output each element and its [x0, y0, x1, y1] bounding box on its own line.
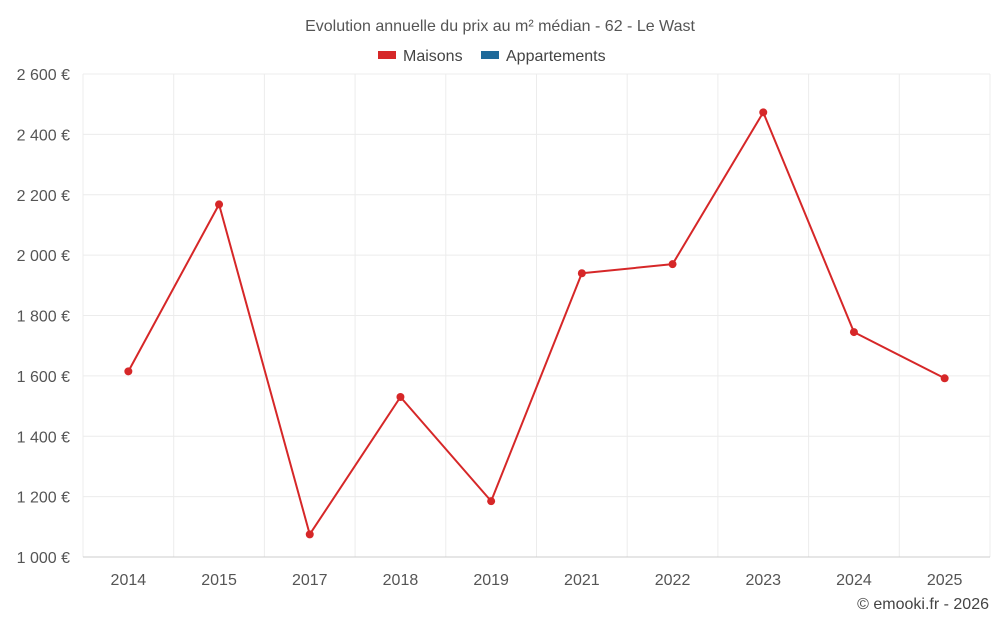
legend: Maisons Appartements [378, 48, 606, 65]
y-tick-label: 1 400 € [17, 429, 70, 446]
data-point[interactable] [487, 497, 496, 506]
x-tick-label: 2018 [383, 572, 419, 589]
x-axis-tick-labels: 2014 2015 2017 2018 2019 2021 2022 2023 2024 2025 [111, 572, 963, 589]
data-point[interactable] [759, 108, 768, 117]
y-axis-tick-labels: 1 000 € 1 200 € 1 400 € 1 600 € 1 800 € 2 000… [17, 67, 70, 567]
y-tick-label: 1 600 € [17, 369, 70, 386]
data-point[interactable] [396, 393, 405, 402]
legend-item-appartements[interactable]: Appartements [481, 48, 606, 65]
x-tick-label: 2014 [111, 572, 147, 589]
series-line-maisons [127, 111, 946, 536]
data-point[interactable] [215, 200, 224, 209]
series-layer [124, 108, 949, 539]
x-tick-label: 2022 [655, 572, 691, 589]
chart-title: Evolution annuelle du prix au m² médian … [305, 18, 695, 35]
y-tick-label: 1 200 € [17, 490, 70, 507]
vertical-gridlines [82, 74, 991, 557]
y-tick-label: 1 800 € [17, 309, 70, 326]
legend-label-appartements: Appartements [506, 48, 606, 65]
y-tick-label: 2 400 € [17, 127, 70, 144]
legend-swatch-maisons [378, 51, 396, 59]
x-tick-label: 2024 [836, 572, 872, 589]
y-tick-label: 2 000 € [17, 248, 70, 265]
data-point[interactable] [124, 367, 133, 376]
data-point[interactable] [305, 530, 314, 539]
y-tick-label: 1 000 € [17, 550, 70, 567]
x-tick-label: 2025 [927, 572, 963, 589]
y-tick-label: 2 600 € [17, 67, 70, 84]
x-tick-label: 2015 [201, 572, 237, 589]
x-tick-label: 2017 [292, 572, 328, 589]
y-tick-label: 2 200 € [17, 188, 70, 205]
legend-swatch-appartements [481, 51, 499, 59]
x-tick-label: 2023 [745, 572, 781, 589]
legend-label-maisons: Maisons [403, 48, 463, 65]
data-point[interactable] [940, 374, 949, 383]
data-point[interactable] [849, 328, 858, 337]
credit-text: © emooki.fr - 2026 [857, 596, 989, 613]
data-point[interactable] [577, 269, 586, 278]
data-point[interactable] [668, 260, 677, 269]
legend-item-maisons[interactable]: Maisons [378, 48, 463, 65]
x-tick-label: 2021 [564, 572, 600, 589]
x-tick-label: 2019 [473, 572, 509, 589]
